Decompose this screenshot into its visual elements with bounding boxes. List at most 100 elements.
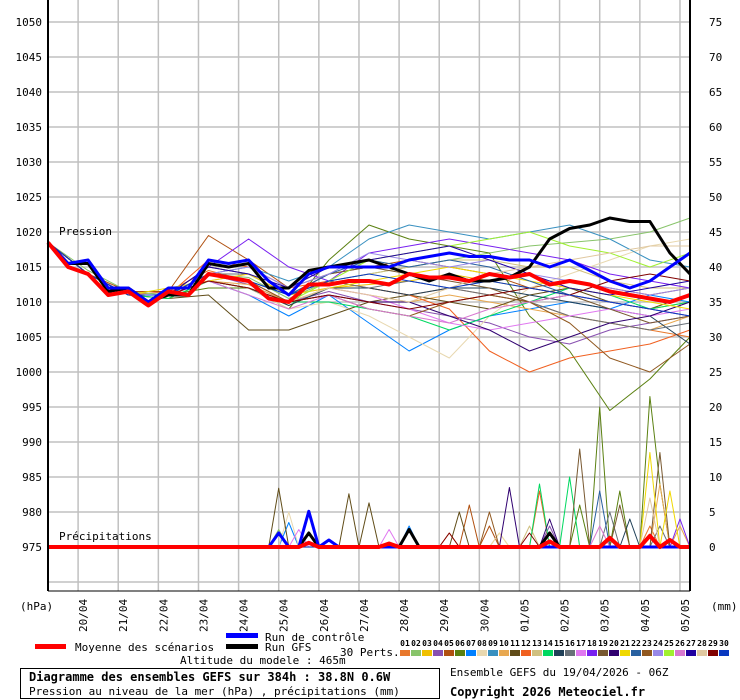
right-axis-unit: (mm) [711,600,738,613]
pert-legend-number: 02 [411,639,421,648]
x-tick-label: 02/05 [559,599,572,632]
chart-subtitle: Pression au niveau de la mer (hPa) , pré… [29,685,400,698]
right-tick-label: 15 [709,436,722,449]
title-box [20,668,440,699]
pert-legend-swatch [400,650,410,656]
pert-legend-number: 29 [708,639,718,648]
pert-legend-number: 12 [521,639,531,648]
right-tick-label: 50 [709,191,722,204]
pert-legend-number: 27 [686,639,696,648]
right-tick-label: 20 [709,401,722,414]
pert-legend-number: 16 [565,639,575,648]
pert-legend-swatch [499,650,509,656]
x-tick-label: 27/04 [358,599,371,632]
pert-legend-number: 22 [631,639,641,648]
pert-legend-swatch [554,650,564,656]
right-tick-label: 25 [709,366,722,379]
x-axis-ticks: 20/04 21/04 22/04 23/04 24/04 25/04 26/04 27/04… [77,599,692,632]
pert-legend-number: 25 [664,639,674,648]
legend-mean-label: Moyenne des scénarios [75,641,214,654]
pert-legend-swatch [488,650,498,656]
pert-legend-swatch [598,650,608,656]
left-tick-label: 1040 [16,86,43,99]
pert-legend-number: 20 [609,639,619,648]
pressure-label: Pression [59,225,112,238]
right-tick-label: 35 [709,296,722,309]
x-tick-label: 25/04 [278,599,291,632]
pert-legend-swatch [708,650,718,656]
pert-legend-number: 08 [477,639,487,648]
chart-title: Diagramme des ensembles GEFS sur 384h : … [29,670,391,684]
x-tick-label: 05/05 [679,599,692,632]
pert-legend-number: 01 [400,639,410,648]
pert-legend-swatch [664,650,674,656]
legend-control-label: Run de contrôle [265,631,364,644]
pert-legend-number: 19 [598,639,608,648]
pert-legend-number: 03 [422,639,432,648]
control-pressure-line [46,241,691,304]
x-tick-label: 26/04 [318,599,331,632]
pert-legend-swatch [653,650,663,656]
left-tick-label: 1050 [16,16,43,29]
legend-gfs-swatch [226,644,258,649]
run-info: Ensemble GEFS du 19/04/2026 - 06Z [450,666,669,679]
x-tick-label: 29/04 [438,599,451,632]
pert-legend-number: 15 [554,639,564,648]
pert-30-pressure-line [47,242,691,317]
pert-legend-number: 14 [543,639,553,648]
x-tick-label: 20/04 [77,599,90,632]
right-tick-label: 5 [709,506,716,519]
right-tick-label: 45 [709,226,722,239]
pert-legend-swatch [565,650,575,656]
right-tick-label: 65 [709,86,722,99]
left-tick-label: 1005 [16,331,43,344]
pert-legend-number: 26 [675,639,685,648]
left-tick-label: 990 [22,436,42,449]
left-tick-label: 1015 [16,261,43,274]
x-tick-label: 22/04 [157,599,170,632]
legend-control-swatch [226,633,258,638]
left-tick-label: 1025 [16,191,43,204]
copyright: Copyright 2026 Meteociel.fr [450,685,645,699]
x-tick-label: 21/04 [117,599,130,632]
right-tick-label: 55 [709,156,722,169]
x-tick-label: 01/05 [518,599,531,632]
pert-legend-swatch [455,650,465,656]
pert-23-pressure-line [47,242,691,373]
pert-legend-number: 13 [532,639,542,648]
pert-legend-number: 11 [510,639,520,648]
pert-legend-swatch [576,650,586,656]
pert-legend-swatch [620,650,630,656]
legend-gfs-label: Run GFS [265,641,311,654]
right-tick-label: 0 [709,541,716,554]
altitude-text: Altitude du modele : 465m [180,654,346,667]
mean-precip-line [48,533,690,549]
pert-legend-swatch [422,650,432,656]
pert-legend-number: 09 [488,639,498,648]
pert-legend-number: 28 [697,639,707,648]
left-tick-label: 980 [22,506,42,519]
x-tick-label: 30/04 [478,599,491,632]
pert-legend-swatch [433,650,443,656]
pert-legend-number: 21 [620,639,630,648]
right-tick-label: 30 [709,331,722,344]
pert-legend-swatch [642,650,652,656]
left-axis-ticks: 1050 1045 1040 1035 1030 1025 1020 1015 1010 1005… [16,16,43,554]
pert-legend-swatch [444,650,454,656]
pert-legend-number: 04 [433,639,443,648]
pert-legend-number: 06 [455,639,465,648]
x-tick-label: 23/04 [197,599,210,632]
pert-legend-swatch [675,650,685,656]
right-tick-label: 10 [709,471,722,484]
pert-legend-number: 05 [444,639,454,648]
perturbation-legend: 01 02 03 04 05 06 07 08 09 10 11 12 13 14 15 16 17 18 19 20… [400,639,729,656]
pert-legend-swatch [719,650,729,656]
pert-legend-swatch [631,650,641,656]
gfs-pressure-line [46,216,692,304]
left-tick-label: 1000 [16,366,43,379]
pert-legend-swatch [466,650,476,656]
pert-legend-swatch [510,650,520,656]
left-tick-label: 975 [22,541,42,554]
